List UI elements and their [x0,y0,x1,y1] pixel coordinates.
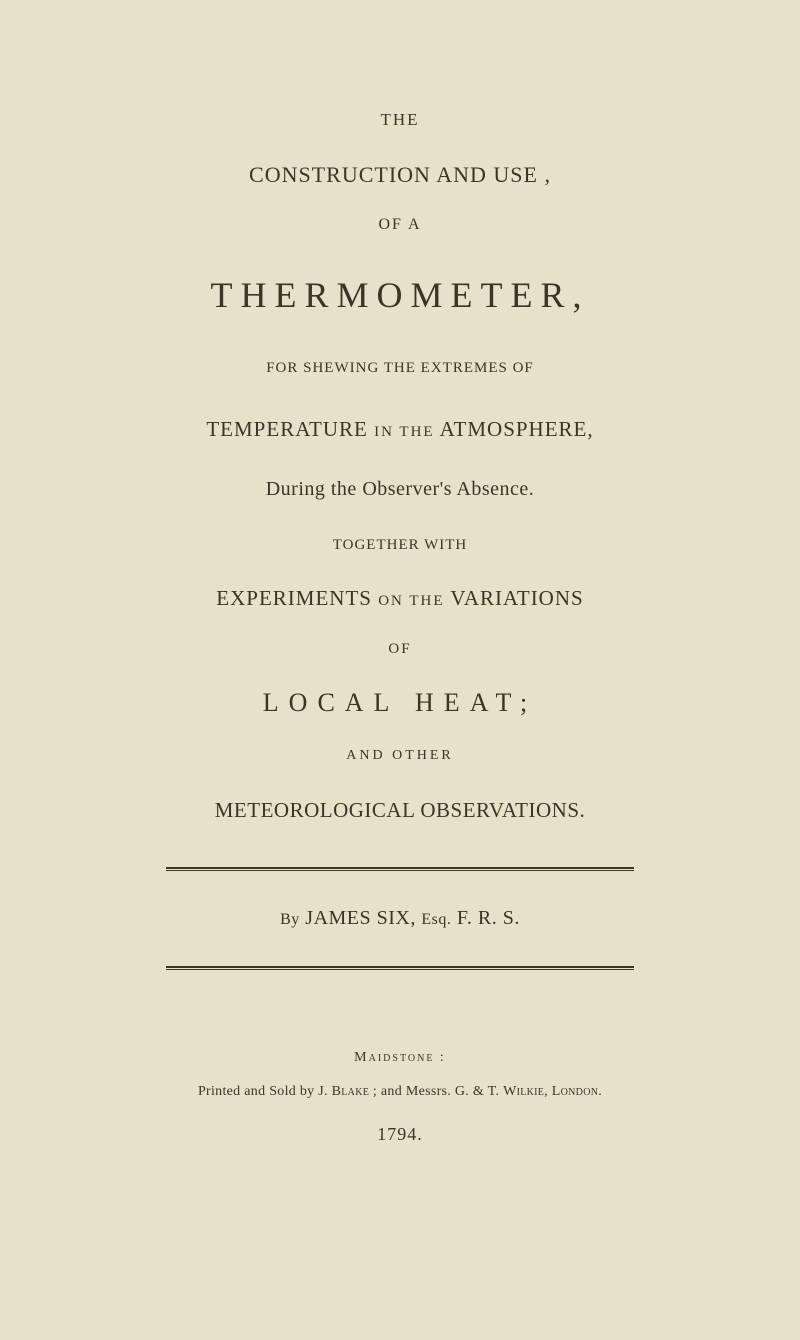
and-other-line: AND OTHER [100,748,700,764]
in-the: IN THE [374,424,434,440]
meteorological-line: METEOROLOGICAL OBSERVATIONS. [100,798,700,823]
of-line: OF [100,641,700,658]
together-with: TOGETHER WITH [100,537,700,554]
header-the: THE [100,110,700,130]
subtitle-construction: CONSTRUCTION AND USE , [100,162,700,188]
author-name: JAMES SIX, [300,907,422,929]
experiments-word: EXPERIMENTS [216,586,378,610]
temperature-line: TEMPERATURE IN THE ATMOSPHERE, [100,417,700,442]
experiments-line: EXPERIMENTS ON THE VARIATIONS [100,586,700,611]
rule-top [166,867,634,871]
atmosphere-word: ATMOSPHERE, [435,417,594,441]
rule-bottom [166,966,634,970]
wilkie-name: Wilkie, London. [503,1084,602,1099]
printed-prefix: Printed and Sold by J. [198,1084,332,1099]
during-line: During the Observer's Absence. [100,478,700,501]
by-word: By [280,911,300,928]
for-shewing: FOR SHEWING THE EXTREMES OF [100,360,700,377]
place-maidstone: Maidstone : [100,1050,700,1066]
author-byline: By JAMES SIX, Esq. F. R. S. [100,907,700,930]
printed-mid: ; and Messrs. G. & T. [369,1084,503,1099]
frs: F. R. S. [451,907,519,929]
of-a: OF A [100,216,700,234]
title-thermometer: THERMOMETER, [100,274,700,316]
on-the: ON THE [378,593,444,609]
blake-name: Blake [332,1084,370,1099]
temperature-word: TEMPERATURE [206,417,374,441]
variations-word: VARIATIONS [445,586,584,610]
title-page: THE CONSTRUCTION AND USE , OF A THERMOME… [0,0,800,1229]
publication-year: 1794. [100,1124,700,1145]
printer-line: Printed and Sold by J. Blake ; and Messr… [100,1084,700,1100]
local-heat-line: LOCAL HEAT; [100,688,700,718]
esq: Esq. [421,911,451,928]
